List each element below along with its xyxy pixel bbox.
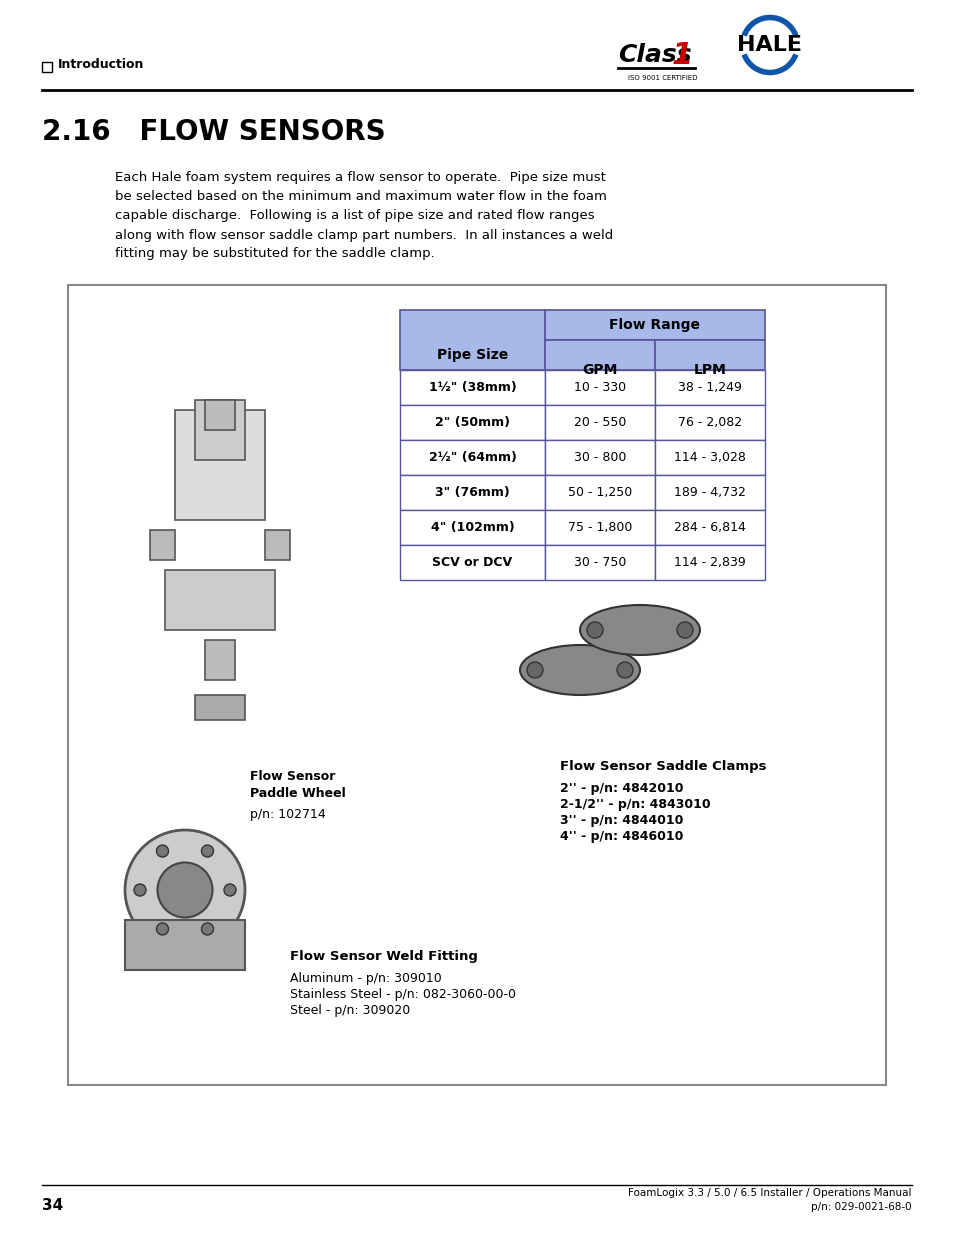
Bar (125, 920, 245, 969)
Text: 1: 1 (671, 41, 693, 69)
Bar (655, 405, 764, 440)
Bar (544, 310, 764, 340)
Text: Steel - p/n: 309020: Steel - p/n: 309020 (290, 1004, 410, 1016)
Bar (544, 370, 655, 405)
Bar (399, 545, 544, 580)
Text: Flow Range: Flow Range (609, 317, 700, 332)
Text: 2.16   FLOW SENSORS: 2.16 FLOW SENSORS (42, 119, 385, 146)
Text: Flow Sensor Saddle Clamps: Flow Sensor Saddle Clamps (559, 760, 765, 773)
Ellipse shape (125, 830, 245, 950)
Text: Class: Class (618, 43, 691, 67)
Circle shape (617, 662, 633, 678)
Bar (174, 410, 265, 520)
Bar (194, 695, 245, 720)
Bar (544, 475, 655, 510)
Text: 114 - 2,839: 114 - 2,839 (674, 556, 745, 569)
Bar (150, 530, 174, 559)
Bar (205, 640, 234, 680)
Text: Each Hale foam system requires a flow sensor to operate.  Pipe size must: Each Hale foam system requires a flow se… (115, 172, 605, 184)
Text: 189 - 4,732: 189 - 4,732 (674, 487, 745, 499)
Ellipse shape (579, 605, 700, 655)
Bar (194, 400, 245, 459)
Bar (399, 510, 544, 545)
Circle shape (201, 923, 213, 935)
Text: 30 - 750: 30 - 750 (573, 556, 625, 569)
Bar (655, 370, 764, 405)
Text: 114 - 3,028: 114 - 3,028 (674, 451, 745, 464)
Text: 75 - 1,800: 75 - 1,800 (567, 521, 632, 534)
Bar (544, 510, 655, 545)
Bar (544, 440, 655, 475)
Circle shape (526, 662, 542, 678)
Text: HALE: HALE (737, 35, 801, 56)
Circle shape (586, 622, 602, 638)
Bar (399, 405, 544, 440)
Text: Flow Sensor
Paddle Wheel: Flow Sensor Paddle Wheel (250, 769, 345, 800)
Text: 50 - 1,250: 50 - 1,250 (567, 487, 632, 499)
Text: 1½" (38mm): 1½" (38mm) (428, 382, 516, 394)
Bar (544, 405, 655, 440)
Text: 2'' - p/n: 4842010: 2'' - p/n: 4842010 (559, 782, 682, 795)
Text: be selected based on the minimum and maximum water flow in the foam: be selected based on the minimum and max… (115, 190, 606, 204)
Text: 38 - 1,249: 38 - 1,249 (678, 382, 741, 394)
Text: GPM: GPM (581, 363, 617, 377)
Bar (68, 285, 885, 1086)
Bar (399, 475, 544, 510)
Circle shape (201, 845, 213, 857)
Text: LPM: LPM (693, 363, 725, 377)
Text: FoamLogix 3.3 / 5.0 / 6.5 Installer / Operations Manual
p/n: 029-0021-68-0: FoamLogix 3.3 / 5.0 / 6.5 Installer / Op… (628, 1188, 911, 1212)
Text: SCV or DCV: SCV or DCV (432, 556, 512, 569)
Bar (399, 440, 544, 475)
Ellipse shape (519, 645, 639, 695)
Bar (265, 530, 290, 559)
Text: 76 - 2,082: 76 - 2,082 (678, 416, 741, 429)
Text: Flow Sensor Weld Fitting: Flow Sensor Weld Fitting (290, 950, 477, 963)
Bar (655, 545, 764, 580)
Text: 30 - 800: 30 - 800 (573, 451, 625, 464)
Bar (42, 62, 52, 72)
Bar (655, 440, 764, 475)
Text: p/n: 102714: p/n: 102714 (250, 808, 325, 821)
Bar (655, 475, 764, 510)
Circle shape (156, 845, 169, 857)
Text: capable discharge.  Following is a list of pipe size and rated flow ranges: capable discharge. Following is a list o… (115, 210, 594, 222)
Text: fitting may be substituted for the saddle clamp.: fitting may be substituted for the saddl… (115, 247, 435, 261)
Text: 2½" (64mm): 2½" (64mm) (428, 451, 516, 464)
Text: 3" (76mm): 3" (76mm) (435, 487, 509, 499)
Text: 34: 34 (42, 1198, 63, 1213)
Text: along with flow sensor saddle clamp part numbers.  In all instances a weld: along with flow sensor saddle clamp part… (115, 228, 613, 242)
Bar (165, 571, 274, 630)
Text: 3'' - p/n: 4844010: 3'' - p/n: 4844010 (559, 814, 682, 827)
Circle shape (224, 884, 235, 897)
Bar (205, 400, 234, 430)
Text: Introduction: Introduction (58, 58, 144, 72)
Bar (655, 510, 764, 545)
Circle shape (156, 923, 169, 935)
Ellipse shape (157, 862, 213, 918)
Bar (544, 340, 655, 370)
Bar (399, 370, 544, 405)
Text: Stainless Steel - p/n: 082-3060-00-0: Stainless Steel - p/n: 082-3060-00-0 (290, 988, 516, 1002)
Text: 4" (102mm): 4" (102mm) (430, 521, 514, 534)
Text: 4'' - p/n: 4846010: 4'' - p/n: 4846010 (559, 830, 682, 844)
Text: 10 - 330: 10 - 330 (574, 382, 625, 394)
Bar (399, 310, 544, 370)
Text: 284 - 6,814: 284 - 6,814 (674, 521, 745, 534)
Text: Pipe Size: Pipe Size (436, 348, 508, 362)
Text: ISO 9001 CERTIFIED: ISO 9001 CERTIFIED (627, 75, 697, 82)
Circle shape (677, 622, 692, 638)
Text: 2" (50mm): 2" (50mm) (435, 416, 510, 429)
Text: 20 - 550: 20 - 550 (573, 416, 625, 429)
Bar (544, 545, 655, 580)
Text: 2-1/2'' - p/n: 4843010: 2-1/2'' - p/n: 4843010 (559, 798, 710, 811)
Bar (655, 340, 764, 370)
Text: Aluminum - p/n: 309010: Aluminum - p/n: 309010 (290, 972, 441, 986)
Circle shape (133, 884, 146, 897)
